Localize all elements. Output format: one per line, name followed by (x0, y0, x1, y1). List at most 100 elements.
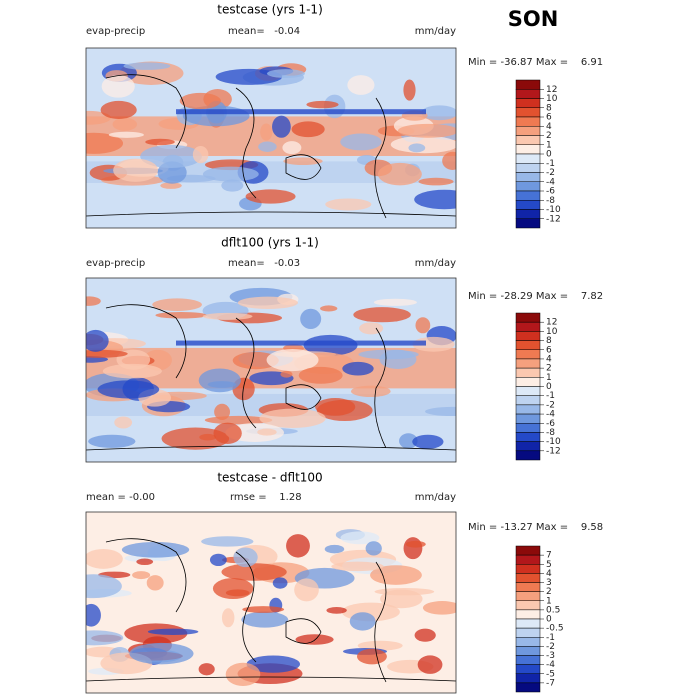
field-blob (379, 349, 417, 369)
field-blob (152, 298, 202, 311)
stats: Min = -28.29 Max = 7.82 (468, 291, 603, 302)
panel-title: testcase - dflt100 (217, 471, 322, 485)
field-blob (102, 363, 162, 379)
colorbar-label: 6 (546, 113, 552, 123)
colorbar-label: -2 (546, 400, 555, 410)
colorbar-box (515, 367, 541, 378)
field-blob (88, 434, 136, 448)
field-blob (405, 540, 426, 548)
colorbar-label: -6 (546, 419, 555, 429)
field-blob (145, 138, 175, 146)
colorbar-label: -0.5 (546, 624, 564, 634)
map-frame (85, 277, 457, 463)
field-blob (418, 177, 454, 186)
colorbar-box (515, 79, 541, 90)
colorbar-box (515, 358, 541, 369)
colorbar-box (515, 564, 541, 574)
colorbar-box (515, 432, 541, 442)
field-blob (272, 577, 288, 589)
coast (86, 74, 456, 219)
field-blob (442, 151, 456, 170)
colorbar-label: -1 (546, 159, 555, 169)
field-blob (349, 612, 376, 631)
field-blob (221, 563, 287, 581)
field-blob (283, 157, 323, 166)
field-blob (340, 531, 380, 545)
colorbar-label: 10 (546, 327, 558, 337)
map-field (86, 48, 456, 228)
center-label: rmse = 1.28 (230, 492, 302, 503)
center-label: mean= -0.04 (228, 26, 300, 37)
colorbar-box (515, 89, 541, 99)
stats: Min = -36.87 Max = 6.91 (468, 57, 603, 68)
colorbar-box (515, 637, 541, 647)
field-blob (86, 132, 124, 154)
field-blob (214, 403, 231, 421)
field-blob (414, 628, 436, 642)
field-blob (204, 415, 273, 425)
colorbar-label: 2 (546, 587, 552, 597)
field-blob (132, 571, 151, 580)
left-label: mean = -0.00 (86, 492, 155, 503)
colorbar-box (515, 618, 541, 629)
map-field (86, 278, 456, 462)
field-blob (155, 311, 207, 319)
field-blob (331, 561, 384, 572)
colorbar-box (515, 600, 541, 611)
colorbar-label: 4 (546, 569, 552, 579)
field-blob (415, 317, 431, 334)
field-blob (213, 422, 242, 444)
left-label: evap-precip (86, 26, 145, 37)
colorbar-label: 4 (546, 122, 552, 132)
colorbar-label: 3 (546, 578, 552, 588)
field-blob (403, 537, 423, 560)
colorbar-box (515, 655, 541, 665)
field-blob (365, 541, 382, 556)
field-blob (86, 603, 101, 627)
field-blob (97, 380, 160, 399)
field-blob (266, 69, 305, 78)
field-blob (390, 135, 456, 154)
field-blob (359, 322, 384, 335)
colorbar-label: 2 (546, 131, 552, 141)
field-blob (232, 351, 279, 370)
field-blob (399, 433, 418, 449)
colorbar-box (515, 441, 541, 452)
colorbar-label: -3 (546, 651, 555, 661)
colorbar-box (515, 545, 541, 556)
map-field (86, 512, 456, 693)
colorbar-label: 0 (546, 150, 552, 160)
field-blob (182, 105, 250, 127)
colorbar-label: 12 (546, 85, 557, 95)
colorbar-box (515, 144, 541, 155)
colorbar-box (515, 386, 541, 396)
field-blob (298, 366, 343, 384)
field-blob (246, 655, 300, 673)
field-blob (421, 105, 456, 121)
field-blob (129, 642, 194, 665)
field-blob (114, 416, 133, 429)
field-blob (160, 182, 182, 189)
field-blob (123, 62, 171, 70)
colorbar-label: -4 (546, 660, 555, 670)
colorbar-box (515, 627, 541, 638)
field-blob (101, 75, 135, 98)
field-blob (136, 558, 154, 566)
field-blob (412, 434, 444, 449)
field-blob (377, 162, 422, 186)
field-blob (198, 368, 241, 393)
field-blob (100, 100, 137, 119)
field-blob (179, 92, 221, 110)
colorbar-box (515, 573, 541, 583)
colorbar-box (515, 673, 541, 684)
field-blob (300, 308, 322, 330)
colorbar-label: -5 (546, 669, 555, 679)
field-blob (86, 630, 124, 646)
field-blob (201, 536, 254, 547)
field-blob (414, 189, 456, 210)
colorbar-box (515, 340, 541, 350)
colorbar-box (515, 331, 541, 341)
colorbar-box (515, 135, 541, 145)
field-blob (286, 534, 310, 558)
